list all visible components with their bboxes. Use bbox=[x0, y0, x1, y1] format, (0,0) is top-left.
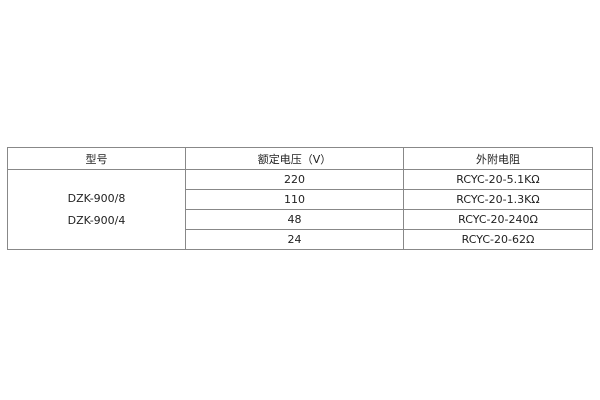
header-voltage: 额定电压（V） bbox=[185, 147, 404, 170]
resistor-cell: RCYC-20-1.3KΩ bbox=[403, 189, 593, 210]
resistor-cell: RCYC-20-240Ω bbox=[403, 209, 593, 230]
resistor-cell: RCYC-20-5.1KΩ bbox=[403, 169, 593, 190]
resistor-cell: RCYC-20-62Ω bbox=[403, 229, 593, 250]
spec-table: 型号 额定电压（V） 外附电阻 DZK-900/8 DZK-900/4 220 … bbox=[7, 147, 593, 250]
table-row: DZK-900/8 DZK-900/4 220 RCYC-20-5.1KΩ bbox=[7, 169, 593, 250]
model-cell: DZK-900/8 DZK-900/4 bbox=[7, 169, 186, 250]
voltage-cell: 24 bbox=[185, 229, 404, 250]
table-row: 24 RCYC-20-62Ω bbox=[8, 229, 593, 250]
header-model: 型号 bbox=[7, 147, 186, 170]
header-resistor: 外附电阻 bbox=[403, 147, 593, 170]
header-row: 型号 额定电压（V） 外附电阻 bbox=[7, 147, 593, 170]
voltage-cell: 48 bbox=[185, 209, 404, 230]
voltage-cell: 110 bbox=[185, 189, 404, 210]
voltage-cell: 220 bbox=[185, 169, 404, 190]
model-name: DZK-900/4 bbox=[67, 213, 126, 227]
model-name: DZK-900/8 bbox=[67, 191, 126, 205]
